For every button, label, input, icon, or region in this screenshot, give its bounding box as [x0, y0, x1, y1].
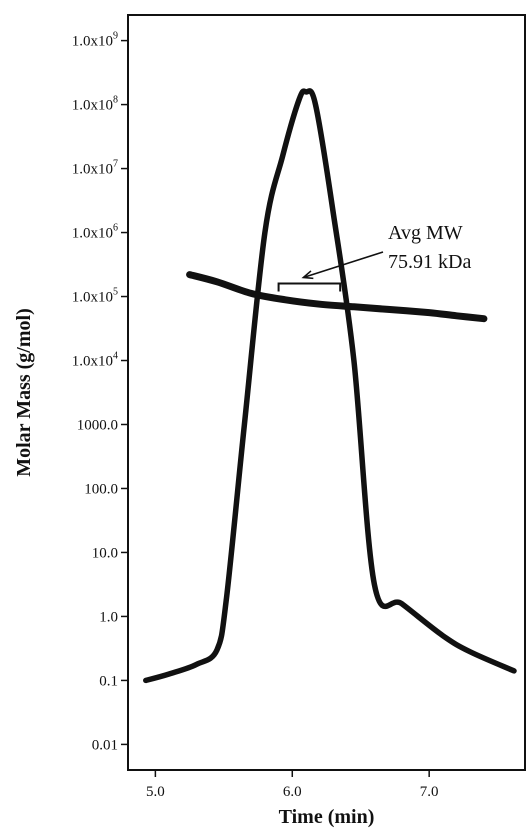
x-tick-label: 7.0	[420, 784, 439, 800]
y-tick-label: 1.0	[99, 609, 118, 625]
y-tick-label: 1.0x107	[72, 159, 118, 178]
x-tick-label: 6.0	[283, 784, 302, 800]
y-tick-label: 100.0	[84, 481, 118, 497]
y-tick-label: 1.0x106	[72, 223, 118, 242]
x-tick-label: 5.0	[146, 784, 165, 800]
y-axis-title: Molar Mass (g/mol)	[13, 308, 35, 477]
y-tick-label: 1000.0	[77, 417, 118, 433]
y-tick-label: 1.0x108	[72, 95, 118, 114]
plot-frame	[127, 14, 526, 771]
detector-peak-series-line	[143, 88, 517, 684]
y-tick-label: 0.1	[99, 673, 118, 689]
avg-mw-arrowhead	[301, 270, 314, 280]
avg-mw-arrow	[303, 251, 384, 279]
x-axis-title: Time (min)	[279, 806, 375, 828]
avg-mw-value: 75.91 kDa	[388, 251, 471, 273]
avg-mw-bracket	[277, 282, 342, 292]
y-tick-label: 10.0	[92, 545, 118, 561]
avg-mw-label: Avg MW	[388, 222, 463, 244]
y-tick-label: 1.0x105	[72, 287, 118, 306]
molar-mass-series-line	[186, 271, 488, 323]
y-tick-label: 1.0x104	[72, 351, 118, 370]
y-tick-label: 1.0x109	[72, 31, 118, 50]
y-tick-label: 0.01	[92, 737, 118, 753]
